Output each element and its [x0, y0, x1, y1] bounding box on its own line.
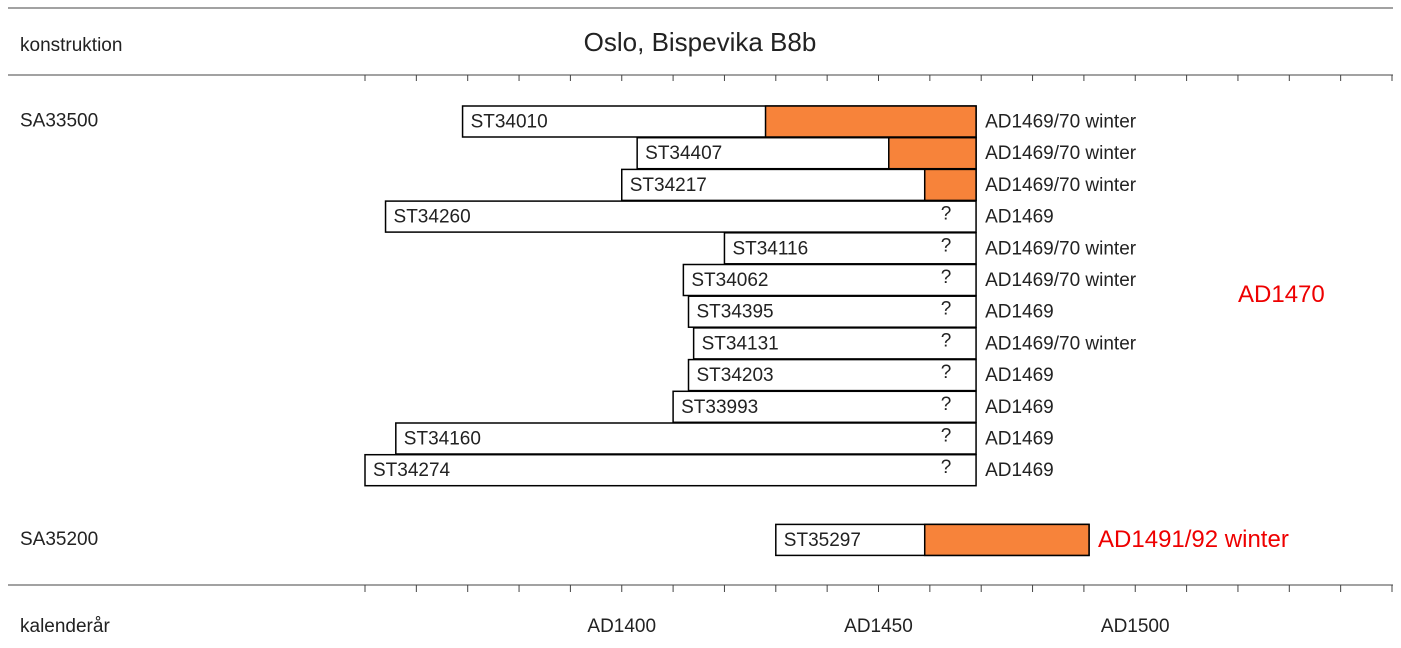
sample-date: AD1469/70 winter — [985, 112, 1137, 133]
sample-bar — [682, 263, 977, 297]
sample-date: AD1469 — [985, 365, 1054, 386]
group-label: SA33500 — [20, 111, 98, 132]
sample-date: AD1469/70 winter — [985, 333, 1137, 354]
unknown-mark: ? — [941, 267, 952, 288]
sample-label: ST34062 — [691, 270, 768, 291]
unknown-mark: ? — [941, 204, 952, 225]
sapwood-bar — [923, 168, 977, 202]
unknown-mark: ? — [941, 362, 952, 383]
sample-bar — [384, 200, 977, 233]
sample-label: ST34160 — [404, 429, 481, 450]
sample-label: ST34395 — [697, 302, 774, 323]
sample-date: AD1469/70 winter — [985, 143, 1137, 164]
sapwood-bar — [764, 105, 977, 138]
sample-date: AD1469/70 winter — [985, 270, 1137, 291]
unknown-mark: ? — [941, 457, 952, 478]
unknown-mark: ? — [941, 299, 952, 320]
sample-bar — [672, 390, 977, 424]
sample-bar — [723, 232, 977, 265]
sample-label: ST34131 — [702, 333, 779, 354]
sample-bar — [395, 422, 977, 455]
sample-date: AD1469 — [985, 207, 1054, 228]
unknown-mark: ? — [941, 235, 952, 256]
sample-label: ST34203 — [697, 365, 774, 386]
sample-date: AD1469/70 winter — [985, 238, 1137, 259]
unknown-mark: ? — [941, 330, 952, 351]
sample-date: AD1469 — [985, 302, 1054, 323]
x-tick-label: AD1500 — [1101, 616, 1170, 637]
y-axis-label: konstruktion — [20, 35, 122, 56]
x-axis-label: kalenderår — [20, 616, 110, 637]
sample-date: AD1469/70 winter — [985, 175, 1137, 196]
sample-date: AD1469 — [985, 460, 1054, 481]
group-date: AD1491/92 winter — [1098, 526, 1289, 553]
sample-bar — [687, 295, 977, 328]
sample-label: ST35297 — [784, 530, 861, 551]
sample-label: ST34260 — [394, 207, 471, 228]
sample-bar — [621, 168, 977, 202]
sample-bar — [687, 358, 977, 392]
unknown-mark: ? — [941, 394, 952, 415]
sample-bar — [364, 453, 977, 487]
unknown-mark: ? — [941, 426, 952, 447]
sample-label: ST34010 — [471, 112, 548, 133]
sapwood-bar — [888, 136, 977, 170]
sample-label: ST34217 — [630, 175, 707, 196]
sample-label: ST34116 — [732, 238, 808, 259]
x-tick-label: AD1400 — [587, 616, 656, 637]
group-date: AD1470 — [1238, 281, 1325, 308]
sample-date: AD1469 — [985, 397, 1054, 418]
group-label: SA35200 — [20, 529, 98, 550]
sapwood-bar — [923, 523, 1090, 557]
sample-label: ST33993 — [681, 397, 758, 418]
sample-label: ST34274 — [373, 460, 451, 481]
x-tick-label: AD1450 — [844, 616, 913, 637]
sample-bar — [692, 327, 977, 360]
sample-label: ST34407 — [645, 143, 722, 164]
chart-title: Oslo, Bispevika B8b — [584, 27, 817, 57]
sample-date: AD1469 — [985, 429, 1054, 450]
